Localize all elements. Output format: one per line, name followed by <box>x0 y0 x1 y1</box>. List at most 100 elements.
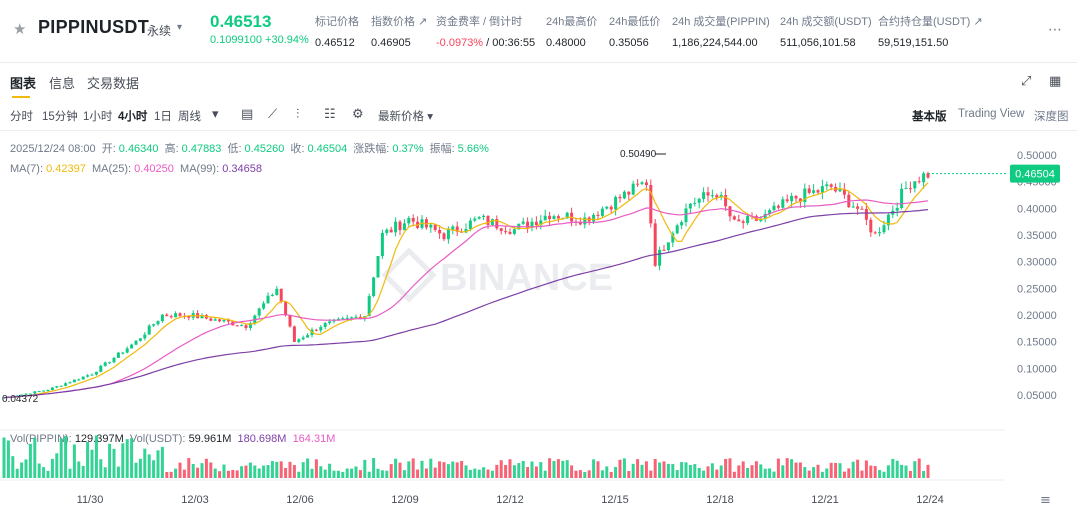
interval-4h[interactable]: 4小时 <box>118 111 148 123</box>
candle-body <box>222 320 226 322</box>
candle-body <box>424 219 428 228</box>
volume-bar <box>561 460 565 478</box>
volume-bar <box>486 469 490 478</box>
candle-body <box>306 335 310 338</box>
volume-bar <box>15 468 19 478</box>
volume-bar <box>6 440 10 478</box>
tab-trading-data[interactable]: 交易数据 <box>87 76 140 91</box>
volume-bar <box>860 470 864 478</box>
view-depth[interactable]: 深度图 <box>1034 111 1069 123</box>
volume-bar <box>834 462 838 478</box>
view-basic[interactable]: 基本版 <box>912 111 947 123</box>
candle-body <box>398 221 402 231</box>
candle-body <box>578 221 582 225</box>
volume-bar <box>807 470 811 478</box>
volume-bar <box>367 471 371 478</box>
volume-bar <box>583 471 587 478</box>
candle-body <box>429 224 433 228</box>
candle-type-icon[interactable]: ⫶ <box>296 106 300 121</box>
view-tradingview[interactable]: Trading View <box>958 108 1025 120</box>
volume-bar <box>666 463 670 478</box>
candle-body <box>174 313 178 318</box>
interval-15m[interactable]: 15分钟 <box>42 111 78 123</box>
candle-body <box>345 317 349 319</box>
volume-bar <box>913 461 917 478</box>
candle-body <box>680 222 684 226</box>
interval-1d[interactable]: 1日 <box>154 111 172 123</box>
volume-bar <box>244 465 248 478</box>
settings-gear-icon[interactable]: ⚙ <box>352 106 364 121</box>
volume-bar <box>816 464 820 478</box>
candle-body <box>24 393 28 395</box>
candle-body <box>279 288 283 302</box>
price-type-select[interactable]: 最新价格 ▾ <box>378 111 433 123</box>
candle-body <box>323 323 327 327</box>
candle-body <box>81 376 85 380</box>
x-tick-label: 11/30 <box>77 494 104 506</box>
candle-body <box>125 348 129 353</box>
volume-bar <box>46 470 50 478</box>
candle-body <box>781 199 785 208</box>
indicator-icon[interactable]: ▤ <box>241 106 254 121</box>
volume-bar <box>187 458 191 478</box>
candle-body <box>191 313 195 318</box>
drawing-tool-icon[interactable]: ⟋ <box>268 106 278 121</box>
candle-body <box>570 212 574 222</box>
layout-grid-icon[interactable]: ▦ <box>1049 73 1062 88</box>
candle-body <box>134 340 138 345</box>
interval-week[interactable]: 周线 <box>178 111 201 123</box>
stat-open-interest[interactable]: 合约持仓量(USDT) ↗ 59,519,151.50 <box>878 16 983 49</box>
volume-bar <box>926 464 930 478</box>
stat-index-price[interactable]: 指数价格 ↗ 0.46905 <box>371 16 428 49</box>
volume-bar <box>182 469 186 478</box>
chevron-down-icon[interactable]: ▾ <box>177 22 183 33</box>
candle-body <box>116 352 120 358</box>
ma99-line <box>3 209 929 399</box>
volume-bar <box>446 464 450 478</box>
candle-body <box>622 191 626 199</box>
volume-bar <box>587 470 591 478</box>
volume-bar <box>284 468 288 478</box>
volume-bar <box>248 462 252 478</box>
candle-body <box>37 391 41 393</box>
fullscreen-icon[interactable]: ⤢ <box>1021 73 1032 88</box>
candle-body <box>152 324 156 326</box>
symbol-name[interactable]: PIPPINUSDT <box>38 17 150 37</box>
tab-chart[interactable]: 图表 <box>10 73 36 98</box>
candle-body <box>292 326 296 342</box>
interval-1h[interactable]: 1小时 <box>83 111 113 123</box>
volume-bar <box>820 471 824 478</box>
interval-dropdown-icon[interactable]: ▾ <box>212 106 219 121</box>
volume-bar <box>209 462 213 478</box>
volume-bar <box>345 468 349 478</box>
candle-body <box>284 301 288 316</box>
candle-body <box>710 195 714 197</box>
volume-bar <box>42 467 46 478</box>
volume-bar <box>490 470 494 478</box>
candle-body <box>200 315 204 319</box>
volume-bar <box>455 462 459 478</box>
max-price-label: 0.50490 <box>620 149 657 160</box>
candle-body <box>147 325 151 335</box>
candle-body <box>33 391 37 394</box>
candle-body <box>143 334 147 339</box>
volume-bar <box>460 460 464 478</box>
interval-line[interactable]: 分时 <box>10 111 33 123</box>
candle-body <box>891 210 895 215</box>
candle-body <box>380 232 384 257</box>
candle-body <box>358 316 362 320</box>
candle-body <box>385 229 389 233</box>
volume-bar <box>482 467 486 478</box>
favorite-star-icon[interactable]: ★ <box>13 21 27 38</box>
candle-body <box>363 316 367 320</box>
volume-bar <box>521 460 525 478</box>
tab-info[interactable]: 信息 <box>49 76 76 91</box>
y-tick-label: 0.20000 <box>1017 310 1057 322</box>
volume-bar <box>262 465 266 478</box>
more-options-icon[interactable]: ⋯ <box>1048 21 1063 37</box>
stat-24h-turnover: 24h 成交额(USDT) 511,056,101.58 <box>780 16 872 49</box>
volume-bar <box>851 461 855 478</box>
stat-24h-volume: 24h 成交量(PIPPIN) 1,186,224,544.00 <box>672 16 770 49</box>
volume-bar <box>257 468 261 478</box>
template-icon[interactable]: ☷ <box>324 106 336 121</box>
